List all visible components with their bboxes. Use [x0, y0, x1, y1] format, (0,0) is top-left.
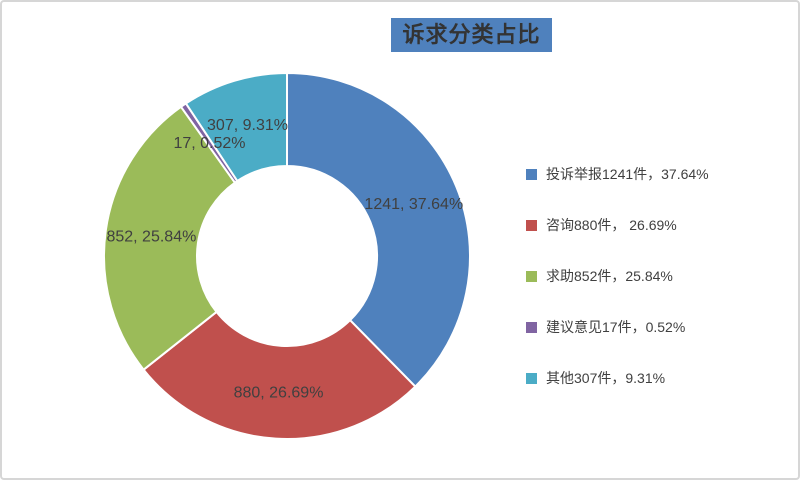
- legend: 投诉举报1241件，37.64% 咨询880件， 26.69% 求助852件，25.…: [526, 164, 709, 388]
- donut-slice-1: [142, 310, 417, 440]
- legend-swatch-icon: [526, 168, 537, 180]
- chart-title: 诉求分类占比: [391, 18, 552, 52]
- legend-item-label: 咨询880件， 26.69%: [546, 217, 677, 233]
- legend-swatch-icon: [526, 219, 537, 231]
- legend-item-label: 其他307件，9.31%: [546, 370, 666, 386]
- legend-swatch-icon: [526, 270, 537, 282]
- slice-label-3: 17, 0.52%: [173, 135, 245, 152]
- legend-item-label: 投诉举报1241件，37.64%: [546, 166, 709, 182]
- legend-item-0: 投诉举报1241件，37.64%: [526, 164, 709, 184]
- donut-slice-4: [184, 71, 288, 183]
- legend-item-label: 求助852件，25.84%: [546, 268, 673, 284]
- legend-item-3: 建议意见17件，0.52%: [526, 317, 709, 337]
- legend-swatch-icon: [526, 372, 537, 384]
- slice-label-4: 307, 9.31%: [207, 117, 288, 134]
- slice-label-1: 880, 26.69%: [234, 385, 324, 402]
- legend-item-1: 咨询880件， 26.69%: [526, 215, 709, 235]
- donut-slices: [103, 71, 471, 440]
- legend-item-2: 求助852件，25.84%: [526, 266, 709, 286]
- legend-item-label: 建议意见17件，0.52%: [546, 319, 686, 335]
- legend-swatch-icon: [526, 321, 537, 333]
- slice-label-0: 1241, 37.64%: [364, 196, 463, 213]
- donut-slice-labels: 1241, 37.64% 880, 26.69% 852, 25.84% 17, 0.…: [106, 117, 463, 402]
- donut-slice-0: [286, 71, 471, 388]
- donut-slice-2: [103, 105, 237, 372]
- slice-label-2: 852, 25.84%: [106, 229, 196, 246]
- legend-item-4: 其他307件，9.31%: [526, 368, 709, 388]
